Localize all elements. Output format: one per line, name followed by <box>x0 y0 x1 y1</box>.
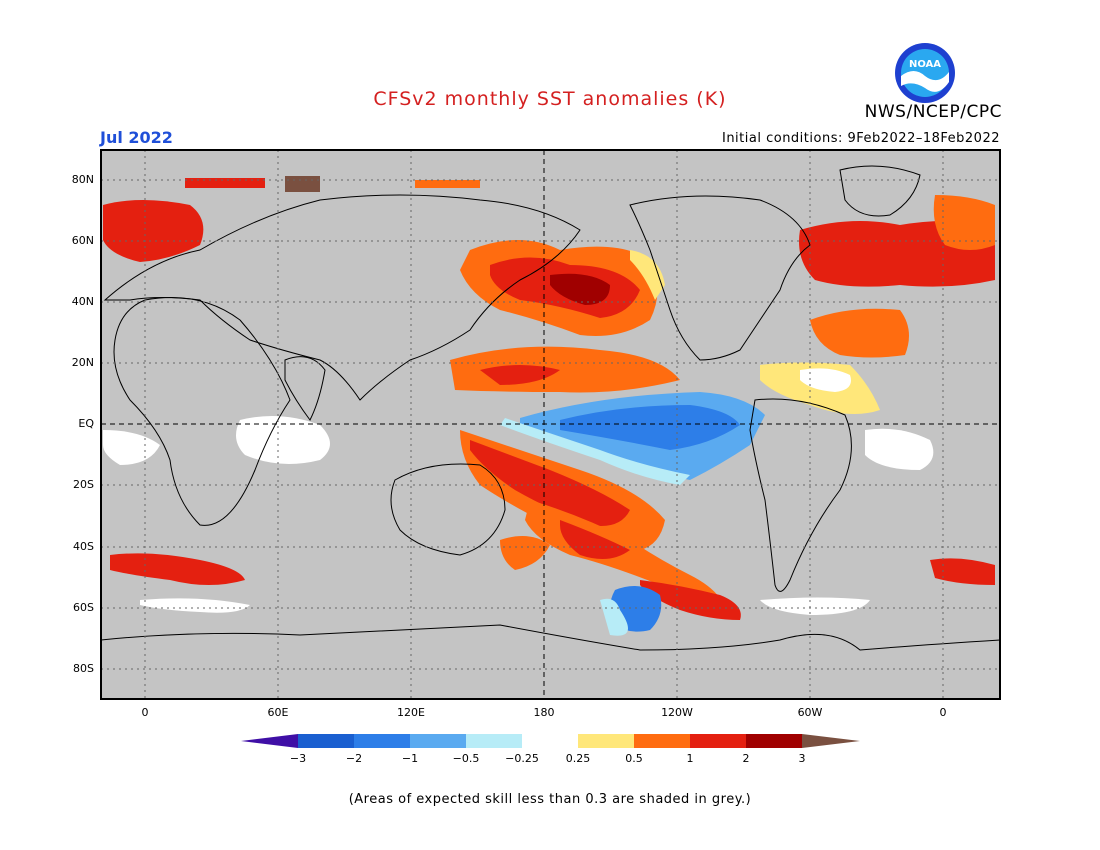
initial-conditions: Initial conditions: 9Feb2022–18Feb2022 <box>721 131 1000 146</box>
lon-label: 60E <box>267 706 289 719</box>
south-america-coast <box>749 398 852 592</box>
antarctica-coast <box>100 624 1001 651</box>
colorbar-swatch <box>298 734 354 748</box>
logo-text: NOAA <box>909 59 941 70</box>
noaa-logo-icon: NOAA <box>895 43 955 103</box>
lat-label: 20N <box>71 356 94 369</box>
map-frame <box>100 149 1001 700</box>
colorbar-swatch <box>634 734 690 748</box>
colorbar-swatch <box>466 734 522 748</box>
agency-label: NWS/NCEP/CPC <box>864 102 1002 122</box>
south-pacific-core <box>470 440 630 526</box>
colorbar-label: 0.25 <box>565 752 591 765</box>
grid-lines <box>101 150 1000 699</box>
tropical-atlantic-neutral <box>865 428 934 470</box>
south-indian-neutral <box>140 598 250 613</box>
arctic-warm-east <box>933 195 995 250</box>
lat-label: 60S <box>73 601 94 614</box>
chart-title: CFSv2 monthly SST anomalies (K) <box>373 88 727 110</box>
southern-neutral-band <box>760 597 870 615</box>
south-atlantic-warm <box>110 553 245 585</box>
lat-label: EQ <box>78 417 94 430</box>
southern-ocean-warm <box>640 580 741 620</box>
lon-label: 0 <box>939 706 947 719</box>
colorbar-high-arrow <box>802 734 860 748</box>
lon-label: 60W <box>797 706 823 719</box>
north-atlantic-orange <box>810 308 909 358</box>
colorbar-label: 2 <box>742 752 750 765</box>
north-atlantic-white <box>800 368 851 392</box>
lat-label: 60N <box>71 234 94 247</box>
australia-coast <box>390 463 506 556</box>
lat-label: 80S <box>73 662 94 675</box>
lon-label: 120W <box>661 706 693 719</box>
colorbar-label: 0.5 <box>625 752 643 765</box>
coastlines <box>100 165 1001 651</box>
indian-ocean-neutral <box>236 416 330 464</box>
lon-label: 120E <box>397 706 425 719</box>
south-pacific-mid-core <box>560 520 630 559</box>
colorbar-label: 3 <box>798 752 806 765</box>
arctic-north-strip <box>415 180 480 188</box>
subtropical-np-core <box>480 365 560 385</box>
colorbar-label: −3 <box>289 752 307 765</box>
colorbar-label: −1 <box>401 752 419 765</box>
india-coast <box>284 356 326 421</box>
colorbar-label: −0.5 <box>452 752 480 765</box>
aus-east-warm <box>500 536 550 570</box>
cold-tongue-core <box>560 405 740 450</box>
lat-label: 40S <box>73 540 94 553</box>
lon-label: 0 <box>141 706 149 719</box>
colorbar-swatch <box>746 734 802 748</box>
africa-coast <box>113 297 291 526</box>
colorbar-label: 1 <box>686 752 694 765</box>
north-pacific-hot-core <box>550 273 610 305</box>
colorbar-swatch <box>410 734 466 748</box>
lon-label: 180 <box>533 706 555 719</box>
colorbar-label: −0.25 <box>505 752 539 765</box>
colorbar-swatch <box>578 734 634 748</box>
forecast-month: Jul 2022 <box>100 128 173 147</box>
colorbar-swatch <box>522 734 578 748</box>
colorbar-swatch <box>354 734 410 748</box>
lat-label: 40N <box>71 295 94 308</box>
cold-edge <box>500 418 690 485</box>
lat-label: 80N <box>71 173 94 186</box>
greenland-coast <box>839 165 921 217</box>
north-america-coast <box>629 195 811 361</box>
west-africa-neutral <box>103 430 160 465</box>
colorbar-label: −2 <box>345 752 363 765</box>
lat-label: 20S <box>73 478 94 491</box>
arctic-brown-patch <box>285 176 320 192</box>
arctic-warm-west <box>103 200 204 262</box>
north-pacific-yellow <box>630 250 665 300</box>
colorbar <box>241 734 860 748</box>
eurasia-coast <box>103 194 581 401</box>
colorbar-low-arrow <box>241 734 298 748</box>
skill-note: (Areas of expected skill less than 0.3 a… <box>348 792 752 807</box>
south-indian-warm <box>930 558 995 585</box>
colorbar-swatch <box>690 734 746 748</box>
anomaly-fields <box>103 176 995 636</box>
arctic-strip <box>185 178 265 188</box>
reference-lines <box>101 150 1000 699</box>
